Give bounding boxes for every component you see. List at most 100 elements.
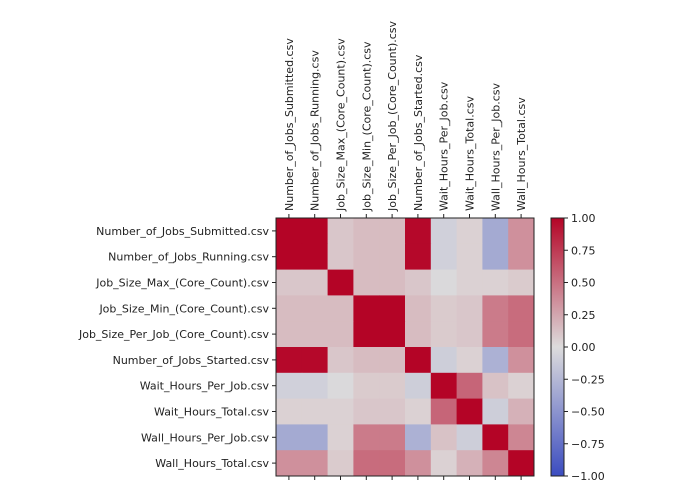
heatmap-cell <box>379 321 406 348</box>
heatmap-cell <box>276 321 303 348</box>
heatmap-cell <box>379 450 406 477</box>
heatmap-cell <box>379 295 406 322</box>
heatmap-cell <box>508 295 535 322</box>
heatmap-cell <box>405 450 432 477</box>
heatmap-cell <box>327 450 354 477</box>
heatmap-cell <box>508 398 535 425</box>
heatmap-cell <box>405 243 432 270</box>
heatmap-cell <box>430 243 457 270</box>
x-tick-label: Number_of_Jobs_Started.csv <box>412 54 425 211</box>
heatmap-cell <box>430 347 457 374</box>
heatmap-cell <box>276 243 303 270</box>
heatmap-cell <box>327 347 354 374</box>
x-tick-label: Wait_Hours_Total.csv <box>464 96 477 211</box>
heatmap-cell <box>508 269 535 296</box>
heatmap-cell <box>353 295 380 322</box>
heatmap-cell <box>430 450 457 477</box>
heatmap-cell <box>379 424 406 451</box>
heatmap-cell <box>482 347 509 374</box>
colorbar-ticks: 1.00 0.75 0.50 0.25 0.00 −0.25 −0.50 −0.75 −1.00 <box>564 212 605 483</box>
heatmap-cell <box>430 269 457 296</box>
heatmap-cell <box>301 398 328 425</box>
heatmap-cell <box>276 372 303 399</box>
heatmap-cell <box>482 295 509 322</box>
x-tick-label: Wall_Hours_Per_Job.csv <box>489 82 502 211</box>
heatmap-cell <box>301 372 328 399</box>
heatmap-cell <box>508 347 535 374</box>
heatmap-cell <box>405 218 432 245</box>
heatmap-cell <box>379 243 406 270</box>
heatmap-cells <box>276 218 535 477</box>
heatmap-cell <box>327 321 354 348</box>
heatmap-cell <box>456 450 483 477</box>
y-tick-label: Number_of_Jobs_Submitted.csv <box>96 225 269 238</box>
heatmap-cell <box>353 243 380 270</box>
heatmap-frame <box>275 217 535 477</box>
x-axis-labels: Number_of_Jobs_Submitted.csv Number_of_Jo… <box>283 20 528 480</box>
heatmap-cell <box>482 269 509 296</box>
y-tick-label: Wall_Hours_Per_Job.csv <box>141 431 270 444</box>
heatmap-cell <box>276 269 303 296</box>
heatmap-cell <box>301 269 328 296</box>
heatmap-cell <box>327 424 354 451</box>
heatmap-cell <box>276 347 303 374</box>
x-tick-label: Job_Size_Max_(Core_Count).csv <box>335 38 348 212</box>
heatmap-cell <box>276 450 303 477</box>
heatmap-cell <box>405 372 432 399</box>
x-tick-label: Wait_Hours_Per_Job.csv <box>438 81 451 211</box>
colorbar-tick-label: 0.75 <box>571 244 596 257</box>
heatmap-cell <box>508 450 535 477</box>
x-tick-label: Number_of_Jobs_Running.csv <box>309 50 322 211</box>
heatmap-cell <box>405 398 432 425</box>
y-tick-label: Number_of_Jobs_Running.csv <box>108 251 269 264</box>
heatmap-cell <box>353 269 380 296</box>
heatmap-cell <box>276 424 303 451</box>
heatmap-cell <box>482 218 509 245</box>
heatmap-cell <box>482 398 509 425</box>
y-axis-labels: Number_of_Jobs_Submitted.csv Number_of_Jo… <box>78 225 276 470</box>
heatmap-cell <box>456 243 483 270</box>
heatmap-cell <box>353 372 380 399</box>
heatmap-cell <box>405 424 432 451</box>
heatmap-cell <box>353 424 380 451</box>
heatmap-cell <box>379 372 406 399</box>
heatmap-cell <box>405 269 432 296</box>
heatmap-cell <box>327 218 354 245</box>
heatmap-cell <box>276 218 303 245</box>
y-tick-label: Number_of_Jobs_Started.csv <box>113 354 270 367</box>
colorbar-tick-label: 0.00 <box>571 341 596 354</box>
heatmap-cell <box>301 218 328 245</box>
heatmap-cell <box>379 269 406 296</box>
heatmap-cell <box>430 398 457 425</box>
heatmap-cell <box>456 398 483 425</box>
heatmap-cell <box>508 218 535 245</box>
heatmap-cell <box>456 424 483 451</box>
heatmap-cell <box>508 243 535 270</box>
x-tick-label: Wall_Hours_Total.csv <box>515 97 528 211</box>
heatmap-cell <box>482 372 509 399</box>
heatmap-cell <box>353 321 380 348</box>
heatmap-cell <box>430 218 457 245</box>
heatmap-cell <box>456 295 483 322</box>
heatmap-cell <box>456 372 483 399</box>
heatmap-cell <box>405 321 432 348</box>
heatmap-cell <box>430 424 457 451</box>
heatmap-cell <box>327 372 354 399</box>
heatmap-cell <box>327 295 354 322</box>
heatmap-cell <box>301 243 328 270</box>
colorbar-tick-label: 1.00 <box>571 212 596 225</box>
colorbar-tick-label: −0.50 <box>571 406 605 419</box>
heatmap-cell <box>353 218 380 245</box>
heatmap-cell <box>301 295 328 322</box>
heatmap-cell <box>405 295 432 322</box>
heatmap-cell <box>353 347 380 374</box>
x-tick-label: Number_of_Jobs_Submitted.csv <box>283 38 296 211</box>
heatmap-cell <box>301 321 328 348</box>
heatmap-cell <box>353 450 380 477</box>
heatmap-cell <box>456 347 483 374</box>
heatmap-cell <box>276 295 303 322</box>
colorbar-tick-label: 0.50 <box>571 277 596 290</box>
heatmap-cell <box>327 243 354 270</box>
y-tick-label: Job_Size_Max_(Core_Count).csv <box>95 277 269 290</box>
